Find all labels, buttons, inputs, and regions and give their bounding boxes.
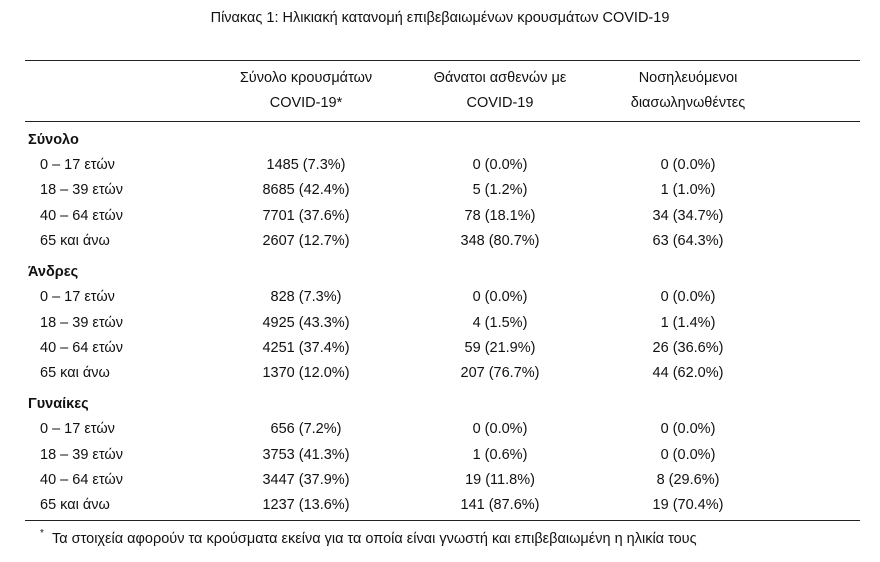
- footnote-mark: *: [40, 528, 44, 539]
- row-label: 18 – 39 ετών: [40, 314, 123, 331]
- cell: 0 (0.0%): [660, 446, 716, 463]
- cell: 0 (0.0%): [472, 157, 528, 173]
- cell: 26 (36.6%): [652, 339, 724, 356]
- cell: 59 (21.9%): [464, 339, 536, 356]
- cell: 44 (62.0%): [652, 365, 724, 382]
- row-label: 40 – 64 ετών: [40, 207, 123, 224]
- cell: 2607 (12.7%): [262, 232, 350, 249]
- cell: 4925 (43.3%): [262, 314, 350, 331]
- header-rule: [25, 121, 860, 122]
- column-header: Σύνολο κρουσμάτων: [239, 70, 373, 86]
- cell: 1370 (12.0%): [262, 365, 350, 382]
- column-header: Νοσηλευόμενοι: [638, 70, 738, 86]
- row-label: 0 – 17 ετών: [40, 157, 115, 173]
- footnote-text: Τα στοιχεία αφορούν τα κρούσματα εκείνα …: [52, 531, 697, 547]
- cell: 78 (18.1%): [464, 207, 536, 224]
- cell: 0 (0.0%): [660, 421, 716, 438]
- cell: 8685 (42.4%): [262, 182, 350, 199]
- cell: 0 (0.0%): [660, 157, 716, 173]
- cell: 3753 (41.3%): [262, 446, 350, 463]
- cell: 141 (87.6%): [460, 497, 540, 514]
- cell: 1 (1.0%): [660, 182, 716, 199]
- cell: 828 (7.3%): [270, 289, 342, 306]
- cell: 0 (0.0%): [472, 289, 528, 306]
- row-label: 65 και άνω: [40, 365, 110, 382]
- cell: 19 (70.4%): [652, 497, 724, 514]
- column-header: διασωληνωθέντες: [630, 95, 746, 111]
- column-header: COVID-19*: [269, 95, 343, 111]
- row-label: 0 – 17 ετών: [40, 421, 115, 438]
- cell: 5 (1.2%): [472, 182, 528, 199]
- column-header: Θάνατοι ασθενών με: [433, 70, 567, 86]
- cell: 8 (29.6%): [656, 472, 720, 488]
- cell: 3447 (37.9%): [262, 472, 350, 488]
- group-label: Σύνολο: [28, 132, 79, 148]
- top-rule: [25, 60, 860, 61]
- cell: 1237 (13.6%): [262, 497, 350, 514]
- group-label: Γυναίκες: [28, 396, 89, 413]
- row-label: 0 – 17 ετών: [40, 289, 115, 306]
- row-label: 40 – 64 ετών: [40, 472, 123, 488]
- group-label: Άνδρες: [28, 264, 79, 281]
- row-label: 65 και άνω: [40, 497, 110, 514]
- cell: 0 (0.0%): [660, 289, 716, 306]
- cell: 1485 (7.3%): [266, 157, 346, 173]
- cell: 34 (34.7%): [652, 207, 724, 224]
- cell: 63 (64.3%): [652, 232, 724, 249]
- cell: 4251 (37.4%): [262, 339, 350, 356]
- cell: 7701 (37.6%): [262, 207, 350, 224]
- cell: 1 (1.4%): [660, 314, 716, 331]
- table-title: Πίνακας 1: Ηλικιακή κατανομή επιβεβαιωμέ…: [210, 10, 670, 26]
- row-label: 18 – 39 ετών: [40, 182, 123, 199]
- cell: 19 (11.8%): [465, 472, 535, 488]
- row-label: 18 – 39 ετών: [40, 446, 123, 463]
- bottom-rule: [25, 520, 860, 521]
- cell: 4 (1.5%): [472, 314, 528, 331]
- row-label: 65 και άνω: [40, 232, 110, 249]
- cell: 1 (0.6%): [472, 446, 528, 463]
- cell: 348 (80.7%): [460, 232, 540, 249]
- cell: 656 (7.2%): [270, 421, 342, 438]
- cell: 0 (0.0%): [472, 421, 528, 438]
- row-label: 40 – 64 ετών: [40, 339, 123, 356]
- cell: 207 (76.7%): [460, 365, 540, 382]
- column-header: COVID-19: [466, 95, 534, 111]
